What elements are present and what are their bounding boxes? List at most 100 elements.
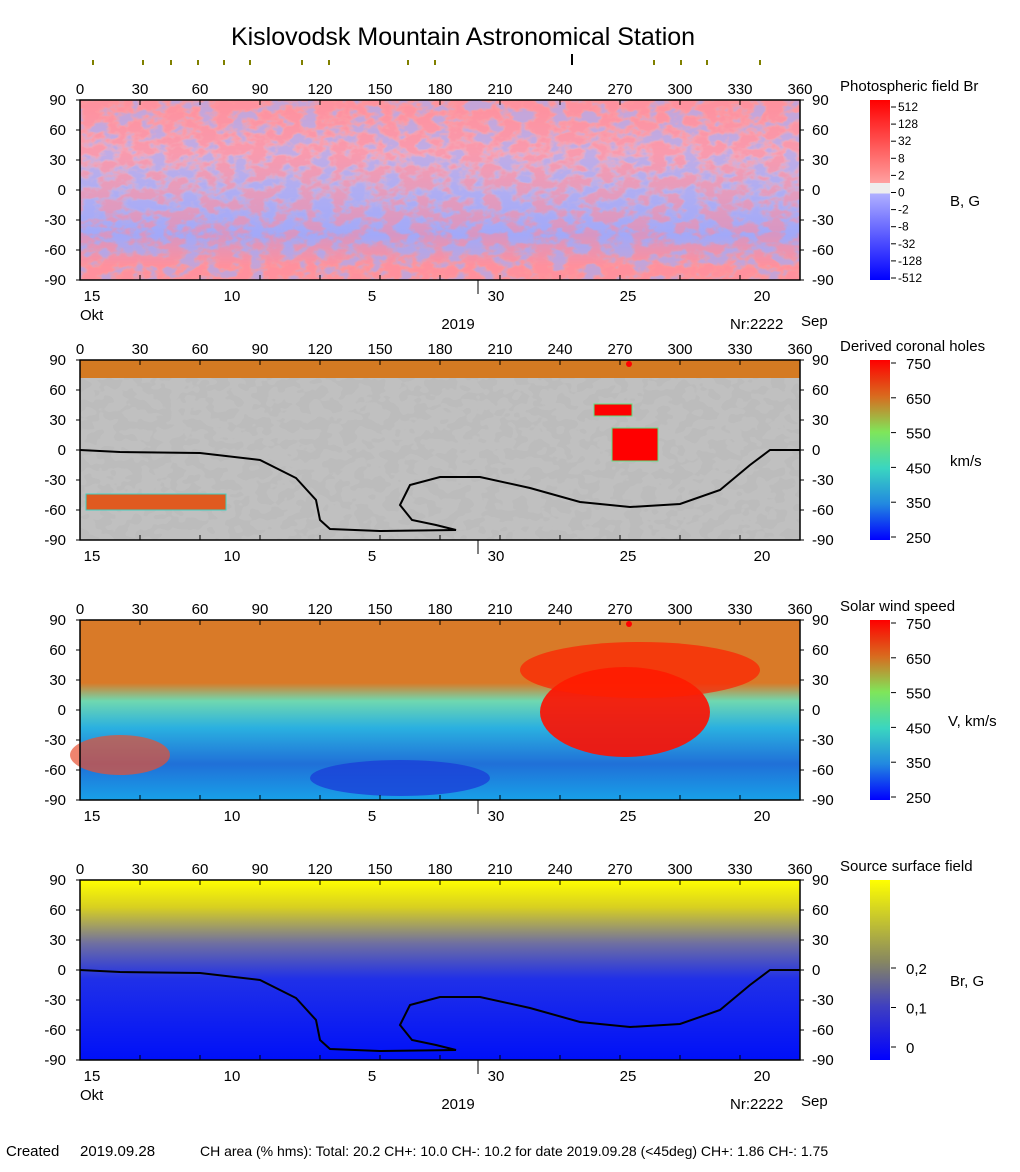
month-label-right: Sep (801, 1093, 828, 1110)
lon-tick-label: 240 (547, 341, 572, 358)
date-tick-label: 30 (488, 808, 505, 825)
colorbar-coronal-holes (870, 360, 890, 540)
lon-tick-label: 330 (727, 601, 752, 618)
lat-tick-label: -60 (44, 242, 66, 259)
colorbar-tick-label: 0 (898, 186, 905, 200)
lon-tick-label: 120 (307, 341, 332, 358)
lat-tick-label: -30 (44, 732, 66, 749)
lat-tick-label: -30 (44, 992, 66, 1009)
lat-tick-label: -30 (44, 472, 66, 489)
created-date: 2019.09.28 (80, 1143, 156, 1160)
lon-tick-label: 270 (607, 861, 632, 878)
colorbar-title: Derived coronal holes (840, 338, 985, 355)
longitude-marker (407, 60, 409, 65)
date-tick-label: 5 (368, 288, 376, 305)
source-surface-map (80, 880, 800, 1060)
colorbar-unit: Br, G (950, 973, 984, 990)
lon-tick-label: 360 (787, 601, 812, 618)
lon-tick-label: 180 (427, 81, 452, 98)
lon-tick-label: 150 (367, 81, 392, 98)
date-tick-label: 10 (224, 1068, 241, 1085)
lat-tick-label: -90 (44, 1052, 66, 1069)
lat-tick-label: 60 (49, 642, 66, 659)
colorbar-tick-label: 750 (906, 356, 931, 373)
slow-wind-region (310, 760, 490, 796)
lat-tick-label: -60 (44, 502, 66, 519)
colorbar-tick-label: 0,1 (906, 1001, 927, 1018)
lon-tick-label: 30 (132, 341, 149, 358)
date-tick-label: 25 (620, 808, 637, 825)
lat-tick-label: 0 (812, 182, 820, 199)
longitude-marker (301, 60, 303, 65)
lon-tick-label: 120 (307, 601, 332, 618)
lon-tick-label: 90 (252, 341, 269, 358)
lat-tick-label: -90 (44, 792, 66, 809)
lon-tick-label: 300 (667, 81, 692, 98)
colorbar-tick-label: -2 (898, 203, 909, 217)
date-tick-label: 30 (488, 548, 505, 565)
lat-tick-label: 90 (812, 352, 829, 369)
colorbar-tick-label: -8 (898, 220, 909, 234)
date-tick-label: 30 (488, 1068, 505, 1085)
coronal-hole (611, 427, 659, 462)
lon-tick-label: 300 (667, 341, 692, 358)
neutral-line (79, 969, 800, 1053)
longitude-marker (706, 60, 708, 65)
date-tick-label: 10 (224, 288, 241, 305)
lat-tick-label: 0 (58, 962, 66, 979)
longitude-marker (170, 60, 172, 65)
lat-tick-label: -60 (812, 502, 834, 519)
date-tick-label: 5 (368, 548, 376, 565)
lat-tick-label: -30 (812, 212, 834, 229)
date-tick-label: 20 (754, 548, 771, 565)
date-tick-label: 5 (368, 1068, 376, 1085)
lon-tick-label: 0 (76, 341, 84, 358)
lon-tick-label: 0 (76, 861, 84, 878)
lat-tick-label: 90 (49, 352, 66, 369)
lat-tick-label: 30 (49, 932, 66, 949)
lon-tick-label: 60 (192, 861, 209, 878)
map-negative-texture (80, 100, 800, 280)
lon-tick-label: 300 (667, 601, 692, 618)
longitude-marker (249, 60, 251, 65)
lon-tick-label: 60 (192, 601, 209, 618)
top-markers (92, 54, 761, 65)
photospheric-field-map (80, 100, 800, 280)
date-tick-label: 25 (620, 548, 637, 565)
longitude-marker (197, 60, 199, 65)
point-marker (626, 361, 632, 367)
created-label: Created (6, 1143, 60, 1160)
colorbar-tick-label: 550 (906, 686, 931, 703)
longitude-marker (653, 60, 655, 65)
figure-title: Kislovodsk Mountain Astronomical Station (231, 23, 695, 51)
colorbar-tick-label: 350 (906, 755, 931, 772)
longitude-marker (680, 60, 682, 65)
map-background (80, 880, 800, 1060)
lat-tick-label: -30 (44, 212, 66, 229)
lat-tick-label: -90 (812, 272, 834, 289)
lat-tick-label: -90 (812, 792, 834, 809)
lat-tick-label: 90 (49, 872, 66, 889)
lat-tick-label: 0 (58, 182, 66, 199)
lon-tick-label: 330 (727, 81, 752, 98)
neutral-line (79, 449, 800, 533)
month-label-left: Okt (80, 307, 104, 324)
colorbar-tick-label: 250 (906, 530, 931, 547)
map-texture (80, 375, 800, 540)
lon-tick-label: 0 (76, 81, 84, 98)
lon-tick-label: 120 (307, 81, 332, 98)
colorbar-tick-label: -32 (898, 237, 916, 251)
lat-tick-label: 60 (49, 122, 66, 139)
date-tick-label: 25 (620, 288, 637, 305)
colorbar-tick-label: 250 (906, 790, 931, 807)
longitude-marker (223, 60, 225, 65)
lon-tick-label: 150 (367, 341, 392, 358)
colorbar-title: Photospheric field Br (840, 78, 978, 95)
longitude-marker (434, 60, 436, 65)
date-tick-label: 30 (488, 288, 505, 305)
colorbar-labels: Photospheric field Br B, G 512 128 32 8 2 0 -2 -8… (840, 78, 997, 1057)
